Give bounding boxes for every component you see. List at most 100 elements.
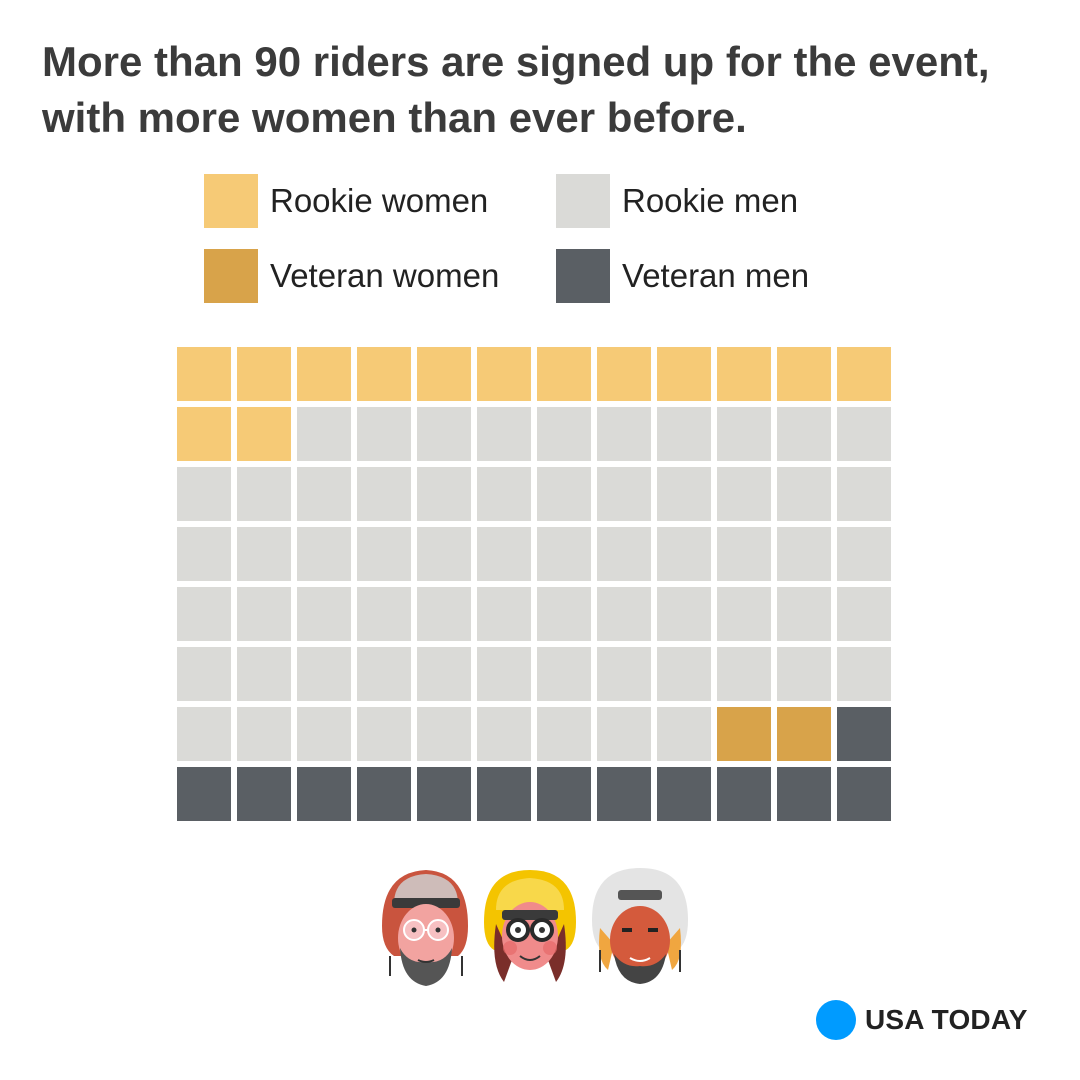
waffle-cell-rookie-women <box>537 347 591 401</box>
legend-item-veteran-men: Veteran men <box>556 249 809 303</box>
waffle-cell-rookie-men <box>237 587 291 641</box>
waffle-cell-rookie-men <box>297 467 351 521</box>
waffle-cell-rookie-men <box>837 467 891 521</box>
waffle-cell-rookie-men <box>297 527 351 581</box>
waffle-cell-rookie-men <box>357 707 411 761</box>
rider-faces-illustration <box>382 868 688 986</box>
waffle-cell-veteran-women <box>777 707 831 761</box>
waffle-cell-rookie-men <box>477 407 531 461</box>
brand-name: USA TODAY <box>865 1004 1028 1035</box>
rider-face-man-white-helmet-icon <box>592 868 688 984</box>
waffle-cell-rookie-women <box>837 347 891 401</box>
legend-item-veteran-women: Veteran women <box>204 249 499 303</box>
waffle-cell-rookie-women <box>177 407 231 461</box>
waffle-cell-rookie-men <box>477 527 531 581</box>
waffle-cell-rookie-women <box>417 347 471 401</box>
waffle-cell-rookie-men <box>657 707 711 761</box>
waffle-cell-rookie-women <box>597 347 651 401</box>
waffle-cell-rookie-men <box>597 587 651 641</box>
waffle-cell-rookie-men <box>477 647 531 701</box>
legend-swatch-rookie-men <box>556 174 610 228</box>
waffle-cell-rookie-men <box>417 647 471 701</box>
waffle-cell-rookie-women <box>237 407 291 461</box>
rider-face-woman-glasses-icon <box>484 870 576 982</box>
waffle-cell-rookie-men <box>177 527 231 581</box>
waffle-cell-rookie-men <box>297 587 351 641</box>
waffle-cell-rookie-men <box>417 527 471 581</box>
waffle-cell-rookie-men <box>717 647 771 701</box>
waffle-cell-rookie-men <box>297 407 351 461</box>
legend-label-veteran-women: Veteran women <box>270 257 500 294</box>
waffle-cell-rookie-men <box>537 587 591 641</box>
waffle-cell-veteran-women <box>717 707 771 761</box>
waffle-cell-rookie-men <box>837 527 891 581</box>
waffle-cell-rookie-men <box>417 587 471 641</box>
waffle-cell-rookie-men <box>777 587 831 641</box>
waffle-cell-rookie-men <box>357 527 411 581</box>
waffle-cell-rookie-men <box>537 647 591 701</box>
waffle-cell-rookie-women <box>477 347 531 401</box>
legend-swatch-veteran-men <box>556 249 610 303</box>
waffle-cell-rookie-men <box>777 527 831 581</box>
waffle-cell-rookie-men <box>237 527 291 581</box>
brand-dot-icon <box>816 1000 856 1040</box>
waffle-cell-rookie-women <box>717 347 771 401</box>
waffle-cell-rookie-men <box>717 407 771 461</box>
waffle-cell-rookie-men <box>657 407 711 461</box>
waffle-cell-rookie-men <box>597 707 651 761</box>
waffle-cell-rookie-men <box>837 407 891 461</box>
waffle-cell-rookie-men <box>597 527 651 581</box>
waffle-cell-rookie-men <box>177 587 231 641</box>
legend-label-rookie-women: Rookie women <box>270 182 489 219</box>
waffle-cell-rookie-women <box>657 347 711 401</box>
waffle-cell-rookie-women <box>777 347 831 401</box>
waffle-cell-rookie-men <box>837 647 891 701</box>
waffle-cell-rookie-women <box>237 347 291 401</box>
waffle-cell-rookie-men <box>657 587 711 641</box>
waffle-cell-veteran-men <box>777 767 831 821</box>
legend-label-veteran-men: Veteran men <box>622 257 810 294</box>
waffle-cell-rookie-men <box>717 587 771 641</box>
rider-face-bearded-man-icon <box>382 870 468 986</box>
waffle-cell-rookie-men <box>717 467 771 521</box>
waffle-cell-rookie-women <box>357 347 411 401</box>
waffle-cell-rookie-men <box>357 407 411 461</box>
waffle-cell-veteran-men <box>417 767 471 821</box>
waffle-cell-rookie-men <box>597 647 651 701</box>
waffle-cell-rookie-men <box>777 467 831 521</box>
waffle-cell-veteran-men <box>597 767 651 821</box>
waffle-cell-rookie-men <box>237 467 291 521</box>
brand-logo: USA TODAY <box>816 1000 1028 1040</box>
waffle-cell-rookie-men <box>477 707 531 761</box>
waffle-cell-rookie-men <box>537 467 591 521</box>
waffle-cell-veteran-men <box>237 767 291 821</box>
waffle-cell-rookie-men <box>297 707 351 761</box>
waffle-cell-rookie-men <box>837 587 891 641</box>
waffle-cell-rookie-women <box>297 347 351 401</box>
waffle-cell-rookie-men <box>717 527 771 581</box>
waffle-cell-rookie-men <box>237 647 291 701</box>
waffle-cell-rookie-men <box>297 647 351 701</box>
waffle-cell-rookie-men <box>177 647 231 701</box>
legend-item-rookie-men: Rookie men <box>556 174 798 228</box>
waffle-cell-rookie-men <box>477 467 531 521</box>
waffle-cell-rookie-men <box>237 707 291 761</box>
waffle-chart <box>177 347 891 821</box>
waffle-cell-veteran-men <box>837 707 891 761</box>
waffle-cell-rookie-men <box>537 707 591 761</box>
waffle-cell-rookie-men <box>537 527 591 581</box>
waffle-cell-rookie-men <box>357 587 411 641</box>
waffle-cell-rookie-men <box>477 587 531 641</box>
waffle-cell-rookie-men <box>177 467 231 521</box>
waffle-cell-veteran-men <box>357 767 411 821</box>
waffle-cell-veteran-men <box>717 767 771 821</box>
legend-item-rookie-women: Rookie women <box>204 174 488 228</box>
waffle-cell-rookie-men <box>417 707 471 761</box>
waffle-cell-rookie-men <box>417 407 471 461</box>
legend: Rookie women Rookie men Veteran women Ve… <box>204 174 864 304</box>
waffle-cell-veteran-men <box>177 767 231 821</box>
waffle-cell-rookie-men <box>417 467 471 521</box>
waffle-cell-rookie-men <box>537 407 591 461</box>
waffle-cell-veteran-men <box>837 767 891 821</box>
waffle-cell-rookie-men <box>357 647 411 701</box>
